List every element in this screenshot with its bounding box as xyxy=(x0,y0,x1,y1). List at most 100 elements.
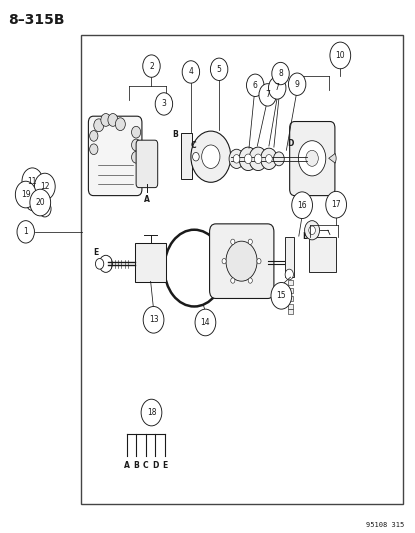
Text: C: C xyxy=(190,141,196,150)
Text: 7: 7 xyxy=(265,91,270,99)
Circle shape xyxy=(248,239,252,245)
Circle shape xyxy=(298,141,326,176)
Circle shape xyxy=(193,152,199,161)
Circle shape xyxy=(101,114,111,126)
Circle shape xyxy=(288,73,306,95)
Circle shape xyxy=(239,147,257,171)
Circle shape xyxy=(233,155,240,163)
Text: C: C xyxy=(143,461,149,470)
Bar xyxy=(288,296,293,301)
Circle shape xyxy=(259,84,276,106)
FancyBboxPatch shape xyxy=(136,140,158,188)
Text: 15: 15 xyxy=(276,292,286,300)
Circle shape xyxy=(155,93,173,115)
Circle shape xyxy=(37,188,49,203)
Circle shape xyxy=(132,126,141,138)
Text: 95108 315: 95108 315 xyxy=(366,522,405,528)
Circle shape xyxy=(269,77,286,99)
Circle shape xyxy=(292,192,312,219)
Bar xyxy=(288,304,293,309)
Text: 7: 7 xyxy=(275,84,280,92)
Circle shape xyxy=(108,114,118,126)
Text: 5: 5 xyxy=(217,65,222,74)
Circle shape xyxy=(34,173,55,200)
Circle shape xyxy=(132,151,141,163)
Circle shape xyxy=(90,131,98,141)
Bar xyxy=(288,309,293,314)
Circle shape xyxy=(229,149,244,168)
Text: 6: 6 xyxy=(253,81,258,90)
Bar xyxy=(309,237,336,272)
Circle shape xyxy=(99,255,112,272)
Circle shape xyxy=(39,201,51,217)
Circle shape xyxy=(42,205,48,213)
Text: 19: 19 xyxy=(21,190,31,199)
Text: 16: 16 xyxy=(297,201,307,209)
Text: 12: 12 xyxy=(40,182,49,191)
Text: 8: 8 xyxy=(278,69,283,78)
FancyBboxPatch shape xyxy=(290,122,335,196)
Circle shape xyxy=(248,278,252,283)
Text: B: B xyxy=(133,461,139,470)
Bar xyxy=(81,35,403,504)
Circle shape xyxy=(29,199,35,206)
Circle shape xyxy=(326,191,347,218)
Circle shape xyxy=(15,181,36,208)
Text: 9: 9 xyxy=(295,80,300,88)
Text: 4: 4 xyxy=(188,68,193,76)
Text: D: D xyxy=(152,461,159,470)
Bar xyxy=(288,288,293,293)
Circle shape xyxy=(244,154,252,164)
Circle shape xyxy=(309,226,315,235)
Circle shape xyxy=(231,239,235,245)
FancyBboxPatch shape xyxy=(88,116,142,196)
Circle shape xyxy=(41,192,46,199)
Text: 18: 18 xyxy=(147,408,156,417)
Circle shape xyxy=(24,182,36,197)
Circle shape xyxy=(266,155,272,163)
FancyBboxPatch shape xyxy=(210,224,274,298)
Circle shape xyxy=(95,259,104,269)
Circle shape xyxy=(273,152,284,166)
Circle shape xyxy=(257,259,261,264)
Circle shape xyxy=(261,148,277,169)
Circle shape xyxy=(306,150,318,166)
Text: A: A xyxy=(144,195,150,204)
Text: D: D xyxy=(287,139,293,148)
Circle shape xyxy=(30,189,51,216)
Circle shape xyxy=(22,168,43,195)
Text: 14: 14 xyxy=(200,318,210,327)
Circle shape xyxy=(115,118,125,131)
Circle shape xyxy=(191,131,231,182)
Text: E: E xyxy=(162,461,167,470)
Circle shape xyxy=(271,282,292,309)
Circle shape xyxy=(285,269,293,280)
Circle shape xyxy=(132,139,141,151)
Circle shape xyxy=(254,154,262,164)
Circle shape xyxy=(182,61,200,83)
Text: E: E xyxy=(94,248,99,257)
Circle shape xyxy=(141,399,162,426)
Circle shape xyxy=(249,147,267,171)
Text: B: B xyxy=(302,232,308,241)
Text: 3: 3 xyxy=(161,100,166,108)
Circle shape xyxy=(26,195,39,211)
Text: A: A xyxy=(124,461,129,470)
Circle shape xyxy=(17,221,34,243)
Bar xyxy=(181,133,192,179)
Text: 1: 1 xyxy=(23,228,28,236)
Circle shape xyxy=(247,74,264,96)
Circle shape xyxy=(231,278,235,283)
Circle shape xyxy=(90,144,98,155)
Text: 2: 2 xyxy=(149,62,154,70)
Bar xyxy=(288,280,293,285)
Circle shape xyxy=(202,145,220,168)
Text: 11: 11 xyxy=(28,177,37,185)
Circle shape xyxy=(94,119,104,132)
Circle shape xyxy=(330,42,351,69)
Circle shape xyxy=(210,58,228,80)
Text: 8–315B: 8–315B xyxy=(8,13,65,27)
Wedge shape xyxy=(329,154,336,163)
Text: 10: 10 xyxy=(335,51,345,60)
Text: B: B xyxy=(173,130,178,139)
